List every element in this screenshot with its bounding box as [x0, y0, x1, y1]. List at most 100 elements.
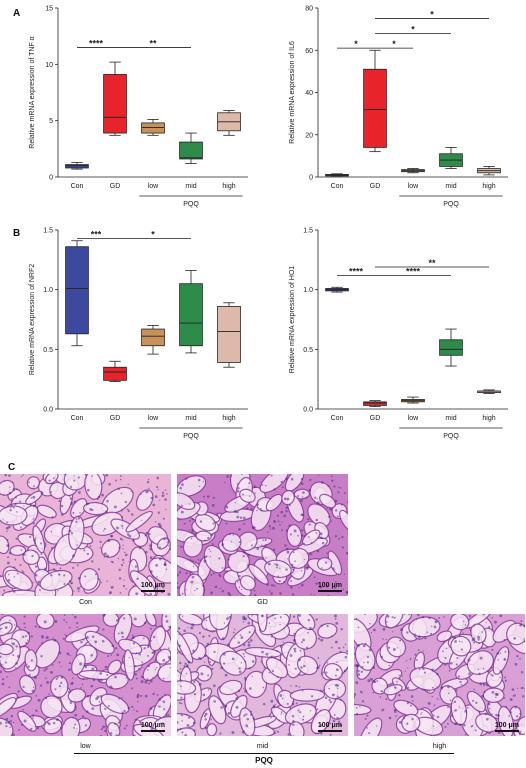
nucleus	[20, 549, 23, 551]
nucleus	[8, 619, 11, 622]
crypt	[67, 688, 87, 703]
nucleus	[520, 671, 524, 674]
nucleus	[61, 513, 64, 516]
nucleus	[84, 665, 88, 669]
nucleus	[149, 544, 152, 548]
nucleus	[431, 686, 434, 689]
nucleus	[334, 614, 338, 618]
nucleus	[308, 553, 311, 556]
nucleus	[121, 524, 124, 527]
crypt	[289, 688, 326, 702]
nucleus	[339, 723, 343, 727]
nucleus	[287, 733, 291, 736]
crypt	[177, 680, 197, 695]
nucleus	[69, 485, 73, 488]
nucleus	[133, 617, 137, 621]
nucleus	[297, 578, 299, 580]
box-high	[217, 110, 241, 136]
nucleus	[80, 640, 83, 644]
nucleus	[6, 530, 8, 533]
nucleus	[105, 510, 108, 513]
nucleus	[156, 694, 159, 696]
nucleus	[246, 717, 250, 721]
nucleus	[302, 638, 305, 642]
nucleus	[270, 699, 274, 703]
nucleus	[291, 593, 295, 596]
nucleus	[118, 568, 121, 572]
nucleus	[472, 637, 476, 640]
nucleus	[211, 543, 214, 546]
nucleus	[316, 549, 320, 553]
nucleus	[10, 715, 14, 718]
crypt	[450, 696, 468, 726]
nucleus	[433, 625, 437, 629]
nucleus	[396, 647, 398, 649]
nucleus	[302, 718, 305, 721]
nucleus	[99, 540, 102, 544]
nucleus	[504, 676, 507, 679]
nucleus	[134, 565, 138, 568]
nucleus	[226, 475, 230, 478]
nucleus	[230, 541, 233, 543]
nucleus	[0, 574, 2, 577]
nucleus	[31, 554, 34, 558]
crypt	[161, 614, 171, 632]
nucleus	[15, 662, 18, 665]
nrf2-boxplot: 0.0 0.5 1.0 1.5 Relative mRNA expression of …	[29, 228, 248, 440]
nucleus	[315, 582, 318, 585]
nucleus	[56, 676, 59, 679]
nucleus	[94, 640, 98, 644]
scale-bar-label: 100 μm	[494, 722, 519, 729]
nucleus	[187, 626, 189, 629]
nucleus	[22, 685, 25, 689]
box-low	[401, 168, 425, 174]
nucleus	[180, 510, 184, 514]
nucleus	[407, 667, 409, 669]
nucleus	[85, 635, 89, 639]
box-mid	[439, 328, 463, 367]
nucleus	[224, 481, 226, 484]
significance-label: *	[151, 229, 155, 239]
nucleus	[332, 567, 335, 570]
nucleus	[164, 498, 167, 501]
nucleus	[102, 628, 105, 631]
nucleus	[167, 647, 170, 650]
nucleus	[417, 649, 420, 651]
nucleus	[320, 481, 324, 485]
nucleus	[473, 688, 476, 691]
nucleus	[83, 664, 86, 667]
nucleus	[115, 619, 119, 622]
nucleus	[80, 687, 82, 689]
nucleus	[117, 632, 120, 635]
nucleus	[213, 700, 217, 703]
nucleus	[494, 692, 498, 696]
nucleus	[104, 665, 108, 669]
nucleus	[107, 704, 110, 708]
nucleus	[32, 495, 36, 499]
nucleus	[109, 685, 112, 689]
nucleus	[243, 522, 245, 525]
nucleus	[410, 695, 414, 698]
nucleus	[364, 718, 367, 721]
nucleus	[274, 704, 276, 706]
nucleus	[298, 686, 300, 688]
nucleus	[221, 543, 225, 546]
nucleus	[483, 691, 486, 694]
nucleus	[428, 616, 431, 620]
nucleus	[277, 575, 280, 578]
nucleus	[72, 716, 74, 719]
nucleus	[254, 492, 256, 494]
nucleus	[225, 522, 228, 525]
nucleus	[120, 516, 123, 519]
nucleus	[396, 681, 398, 683]
nucleus	[115, 647, 118, 650]
nucleus	[212, 522, 215, 525]
nucleus	[183, 522, 186, 525]
nucleus	[32, 522, 35, 525]
nucleus	[303, 543, 305, 545]
nucleus	[167, 592, 171, 596]
nucleus	[147, 654, 150, 657]
nucleus	[284, 544, 287, 547]
nucleus	[188, 529, 190, 531]
nucleus	[235, 697, 239, 701]
